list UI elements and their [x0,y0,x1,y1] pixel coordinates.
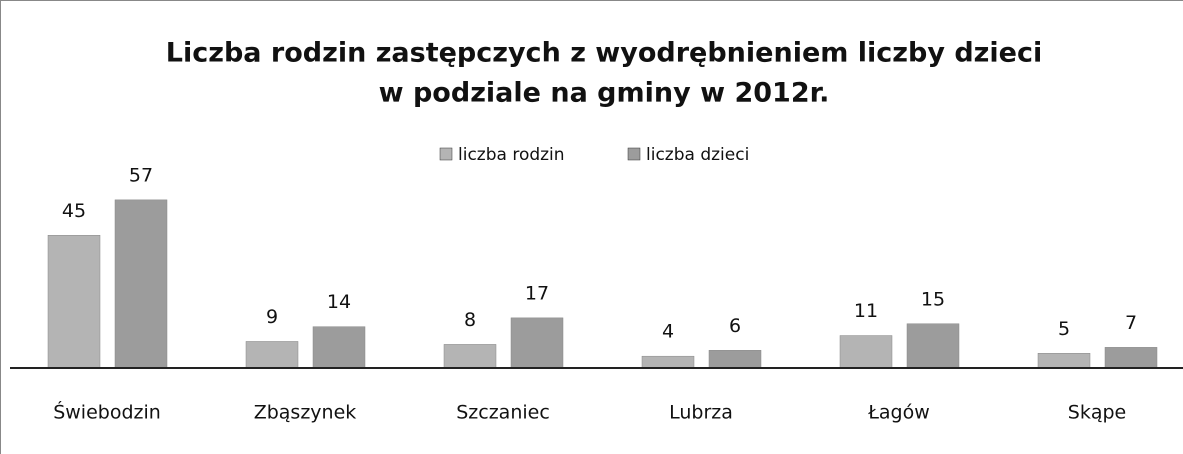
x-tick-label: Szczaniec [456,402,550,424]
bar [510,317,564,369]
data-label: 4 [662,321,674,343]
data-label: 5 [1058,318,1070,340]
data-label: 11 [854,300,878,322]
x-tick-label: Lubrza [669,402,733,424]
legend-label: liczba rodzin [458,145,565,165]
data-label: 14 [327,291,351,313]
bar [906,323,960,369]
chart-title: w podziale na gminy w 2012r. [379,78,830,109]
data-label: 7 [1125,312,1137,334]
legend-marker [627,147,641,161]
x-tick-label: Świebodzin [53,400,161,424]
bar [312,326,366,369]
x-tick-label: Łagów [867,402,930,424]
data-label: 17 [525,282,549,304]
legend-label: liczba dzieci [646,145,749,165]
data-label: 8 [464,309,476,331]
x-tick-label: Skąpe [1068,402,1126,424]
data-label: 45 [62,200,86,222]
chart-title: Liczba rodzin zastępczych z wyodrębnieni… [166,38,1042,69]
bar [641,355,695,369]
bar [1104,347,1158,369]
bar [245,341,299,369]
data-label: 15 [921,288,945,310]
data-label: 9 [266,306,278,328]
legend-marker [439,147,453,161]
data-label: 57 [129,164,153,186]
bar [708,350,762,369]
x-tick-label: Zbąszynek [254,402,357,424]
bar [114,199,168,369]
bar [443,344,497,369]
bar [47,235,101,369]
bar [1037,353,1091,369]
bar [839,335,893,369]
data-label: 6 [729,315,741,337]
